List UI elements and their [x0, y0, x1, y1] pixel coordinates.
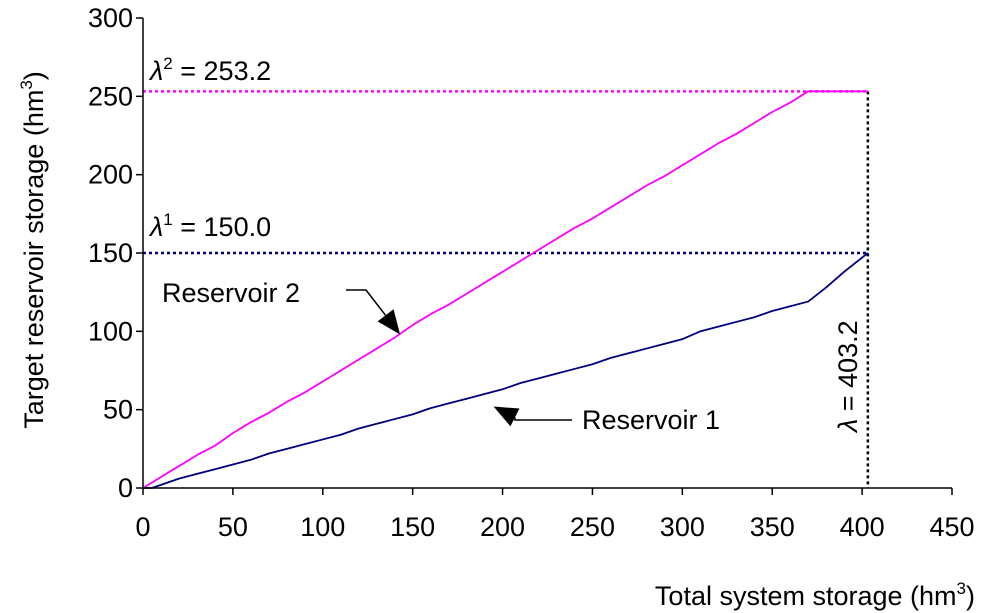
series-layer — [142, 90, 869, 489]
ticks: 0 50 100 150 200 250 300 350 400 450 0 50 100 150 200 2… — [88, 3, 975, 542]
x-tick-label: 150 — [390, 512, 435, 542]
x-tick-label: 250 — [570, 512, 615, 542]
reservoir-2-annotation: Reservoir 2 — [162, 278, 300, 308]
x-tick-label: 50 — [218, 512, 248, 542]
x-tick-label: 0 — [135, 512, 150, 542]
x-axis-title: Total system storage (hm3) — [655, 579, 975, 611]
lambda-total-label: λ = 403.2 — [833, 320, 863, 434]
x-tick-label: 100 — [300, 512, 345, 542]
lambda-1-label: λ1 = 150.0 — [148, 210, 271, 242]
y-tick-label: 250 — [88, 81, 133, 111]
y-tick-label: 0 — [118, 473, 133, 503]
y-axis-title: Target reservoir storage (hm3) — [17, 71, 49, 429]
y-tick-label: 150 — [88, 238, 133, 268]
x-tick-label: 300 — [660, 512, 705, 542]
y-tick-label: 300 — [88, 3, 133, 33]
reservoir-1-annotation: Reservoir 1 — [582, 405, 720, 435]
reservoir-2-leader-line — [346, 289, 387, 316]
series-line-reservoir-2 — [142, 90, 868, 489]
reservoir-2-arrow-icon — [377, 309, 401, 335]
reference-lines — [143, 90, 870, 488]
reservoir-1-leader-line — [514, 417, 572, 421]
y-tick-label: 50 — [103, 395, 133, 425]
series-line-reservoir-1 — [143, 252, 869, 489]
x-tick-label: 200 — [480, 512, 525, 542]
y-tick-label: 100 — [88, 316, 133, 346]
x-tick-label: 350 — [750, 512, 795, 542]
lambda-2-label: λ2 = 253.2 — [148, 54, 271, 86]
x-tick-label: 450 — [929, 512, 974, 542]
x-tick-label: 400 — [840, 512, 885, 542]
reservoir-1-arrow-icon — [493, 406, 520, 427]
y-tick-label: 200 — [88, 160, 133, 190]
